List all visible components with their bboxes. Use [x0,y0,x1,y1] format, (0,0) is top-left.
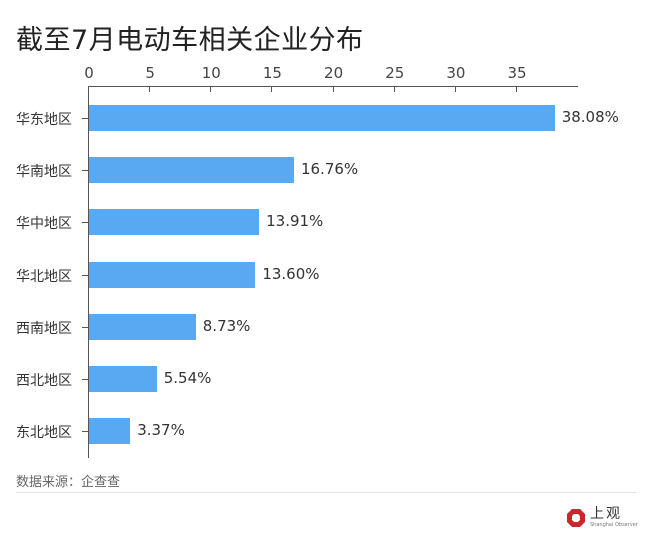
y-tick [82,222,88,224]
y-tick [82,170,88,172]
x-tick [332,86,334,92]
logo-cn-text: 上观 [590,506,622,522]
category-label: 西北地区 [16,373,72,389]
y-axis-line [88,86,89,458]
x-tick [454,86,456,92]
x-tick-label: 0 [84,64,94,82]
bar [89,105,555,131]
value-label: 13.60% [262,264,320,283]
category-label: 华南地区 [16,164,72,181]
y-tick [82,326,88,328]
value-label: 8.73% [202,316,251,335]
x-tick-label: 25 [385,64,405,82]
category-label: 华中地区 [16,216,72,233]
x-tick [88,86,89,92]
value-label: 38.08% [561,108,619,126]
value-label: 5.54% [163,369,212,387]
x-tick [393,86,395,92]
category-label: 华北地区 [16,268,72,285]
category-label: 东北地区 [16,425,72,442]
x-tick [516,86,518,92]
value-label: 13.91% [266,212,324,231]
footer-divider [16,492,636,493]
source-note: 数据来源：企查查 [16,475,121,490]
x-tick-label: 35 [507,64,527,82]
y-tick [82,431,88,433]
chart-title: 截至7月电动车相关企业分布 [16,25,364,56]
category-label: 西南地区 [16,320,72,337]
bar [89,313,196,340]
x-tick-label: 20 [324,64,344,82]
category-label: 华东地区 [16,112,72,128]
value-label: 3.37% [137,421,185,440]
y-tick [82,118,88,119]
x-tick [210,86,212,92]
shanghai-observer-logo-icon [567,508,585,527]
bar [89,261,256,288]
x-tick-label: 10 [201,64,221,82]
x-tick-label: 5 [145,64,155,82]
brand-logo: 上观 Shanghai Observer [566,507,638,528]
x-tick-label: 30 [446,64,466,82]
y-tick [82,274,88,276]
bar [89,157,294,184]
bar [89,366,157,392]
value-label: 16.76% [300,160,359,179]
bar [89,209,260,236]
x-tick [149,86,151,92]
x-tick-label: 15 [262,64,282,82]
x-tick [271,86,273,92]
logo-en-text: Shanghai Observer [590,522,638,528]
bar [89,418,131,445]
y-tick [82,379,88,380]
